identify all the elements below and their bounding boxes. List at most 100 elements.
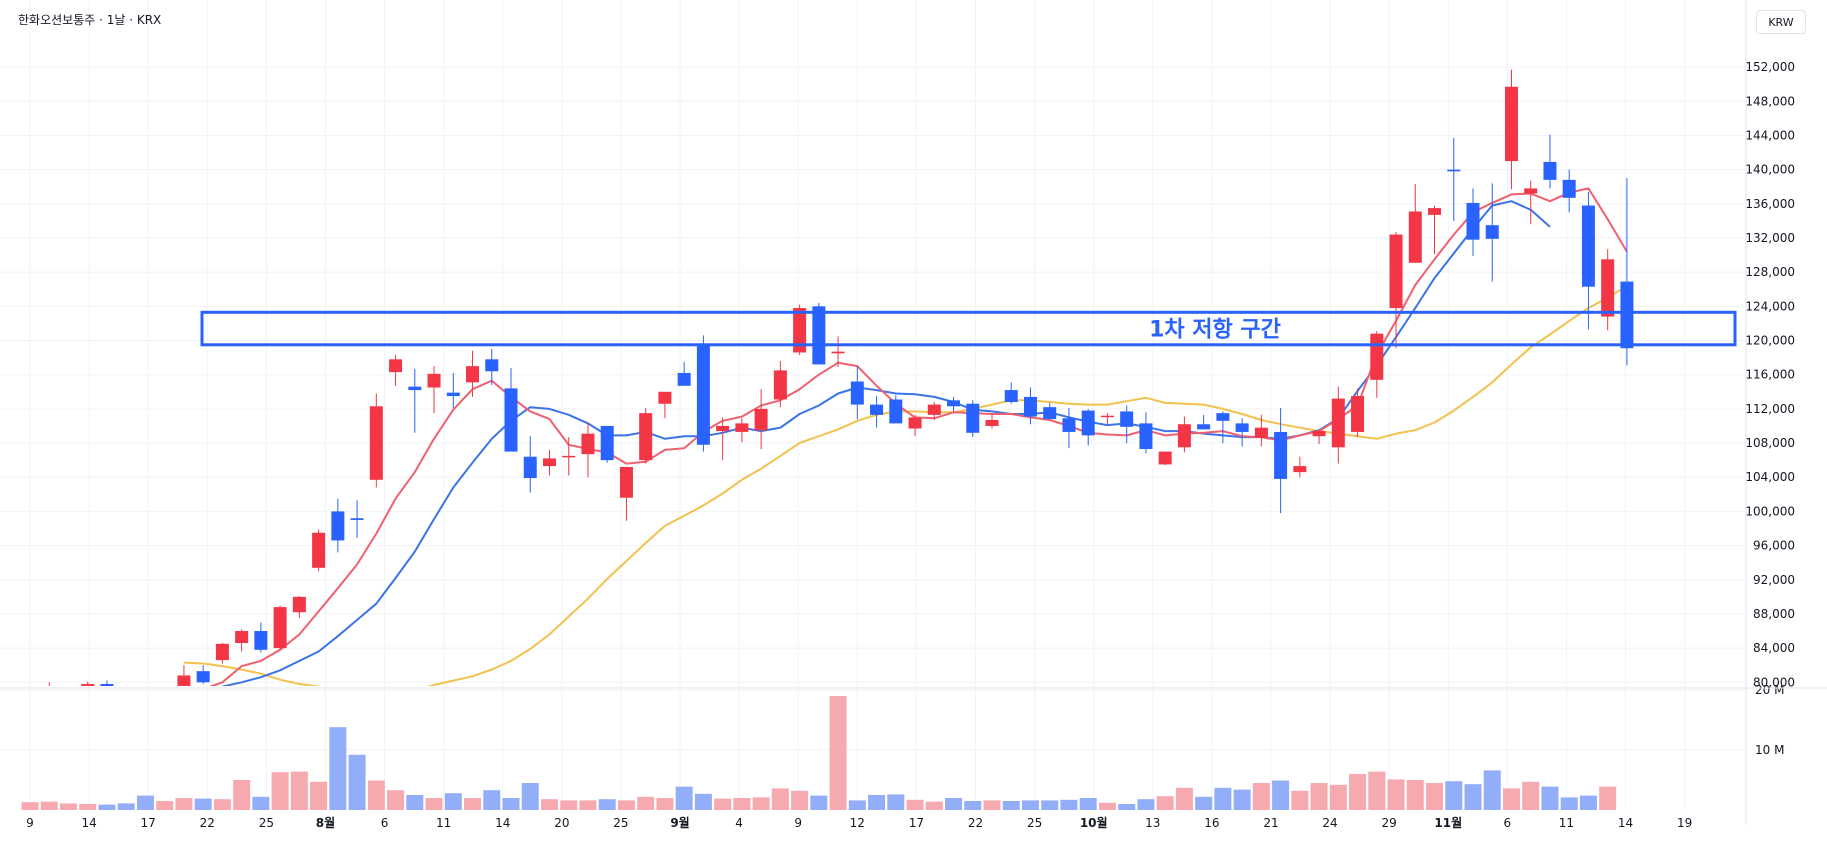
volume-bar xyxy=(1214,787,1232,810)
volume-bar xyxy=(444,793,462,810)
volume-bar xyxy=(617,800,635,810)
volume-bar xyxy=(310,781,328,810)
candle xyxy=(1408,184,1422,263)
candle-layer xyxy=(48,69,1634,686)
volume-bar xyxy=(694,793,712,810)
candle-body xyxy=(908,417,922,429)
candle-body xyxy=(1331,398,1345,448)
volume-bar xyxy=(945,798,963,810)
candle xyxy=(677,361,691,386)
candle-body xyxy=(1293,466,1307,473)
candle xyxy=(1274,408,1288,514)
candle xyxy=(100,680,114,686)
candle xyxy=(1562,169,1576,213)
time-tick-label: 17 xyxy=(141,816,156,830)
ma20-line xyxy=(183,284,1628,686)
candle-body xyxy=(1004,390,1018,403)
volume-bar xyxy=(1406,780,1424,810)
candle-body xyxy=(1139,423,1153,450)
grid-layer xyxy=(0,0,1746,810)
volume-bar xyxy=(233,780,251,810)
time-tick-label: 8월 xyxy=(316,815,335,830)
candle xyxy=(927,402,941,420)
candle xyxy=(485,349,499,385)
currency-button[interactable]: KRW xyxy=(1756,10,1806,34)
candle xyxy=(1081,408,1095,446)
volume-bar xyxy=(1252,783,1270,810)
volume-bar xyxy=(1329,784,1347,810)
candle-body xyxy=(831,351,845,354)
candle-body xyxy=(523,456,537,479)
time-tick-label: 29 xyxy=(1382,816,1397,830)
candle xyxy=(1312,430,1326,444)
time-tick-label: 22 xyxy=(200,816,215,830)
candle xyxy=(754,389,768,450)
candle-body xyxy=(446,392,460,397)
candle xyxy=(581,422,595,478)
price-tick-label: 96,000 xyxy=(1753,539,1795,553)
candle-body xyxy=(350,518,364,520)
candle-body xyxy=(369,406,383,480)
volume-bar xyxy=(714,798,732,810)
candle xyxy=(292,595,306,619)
candle xyxy=(523,436,537,493)
price-tick-label: 120,000 xyxy=(1745,334,1795,348)
price-tick-label: 100,000 xyxy=(1745,504,1795,518)
candle xyxy=(600,425,614,463)
time-tick-label: 11 xyxy=(436,816,451,830)
candle-body xyxy=(1023,396,1037,417)
candle-body xyxy=(1274,431,1288,479)
candle-body xyxy=(600,425,614,461)
candle xyxy=(1004,382,1018,404)
candle-body xyxy=(1504,86,1518,162)
volume-bar xyxy=(1560,797,1578,810)
resistance-zone-box xyxy=(200,310,1737,347)
candle-body xyxy=(1408,211,1422,263)
time-tick-label: 11 xyxy=(1559,816,1574,830)
time-tick-label: 25 xyxy=(259,816,274,830)
candle xyxy=(1620,178,1634,366)
volume-bar xyxy=(1579,795,1597,810)
volume-bar xyxy=(1502,788,1520,810)
candle xyxy=(850,366,864,420)
candle xyxy=(658,391,672,419)
candle xyxy=(716,417,730,461)
candle-body xyxy=(81,684,95,686)
candle-body xyxy=(1216,413,1230,421)
volume-bar xyxy=(1522,781,1540,810)
volume-bar xyxy=(1310,783,1328,810)
candle-body xyxy=(1389,234,1403,309)
candle-body xyxy=(619,466,633,498)
candle-body xyxy=(677,372,691,386)
candle-body xyxy=(889,399,903,424)
candle xyxy=(273,605,287,650)
candle xyxy=(1428,205,1442,255)
candle-body xyxy=(1043,407,1057,420)
candle xyxy=(1100,413,1114,425)
candle xyxy=(1023,387,1037,425)
candle-body xyxy=(1447,169,1461,172)
time-tick-label: 21 xyxy=(1263,816,1278,830)
candle-body xyxy=(1562,179,1576,198)
volume-layer xyxy=(21,696,1617,810)
candle xyxy=(1466,188,1480,256)
candle-body xyxy=(292,596,306,613)
volume-bar xyxy=(1483,770,1501,810)
time-tick-label: 13 xyxy=(1145,816,1160,830)
volume-bar xyxy=(406,795,424,810)
candle xyxy=(1254,414,1268,447)
time-tick-label: 20 xyxy=(554,816,569,830)
volume-tick-label: 10 M xyxy=(1755,743,1784,757)
price-tick-label: 124,000 xyxy=(1745,299,1795,313)
volume-bar xyxy=(1195,796,1213,810)
candle xyxy=(870,396,884,428)
candle-body xyxy=(754,408,768,431)
volume-bar xyxy=(21,802,39,810)
volume-bar xyxy=(348,754,366,810)
candle-body xyxy=(1177,424,1191,448)
candle xyxy=(947,396,961,412)
candle-body xyxy=(812,306,826,365)
price-tick-label: 92,000 xyxy=(1753,573,1795,587)
volume-axis: 20 M 10 M xyxy=(1755,683,1784,757)
volume-bar xyxy=(810,795,828,810)
